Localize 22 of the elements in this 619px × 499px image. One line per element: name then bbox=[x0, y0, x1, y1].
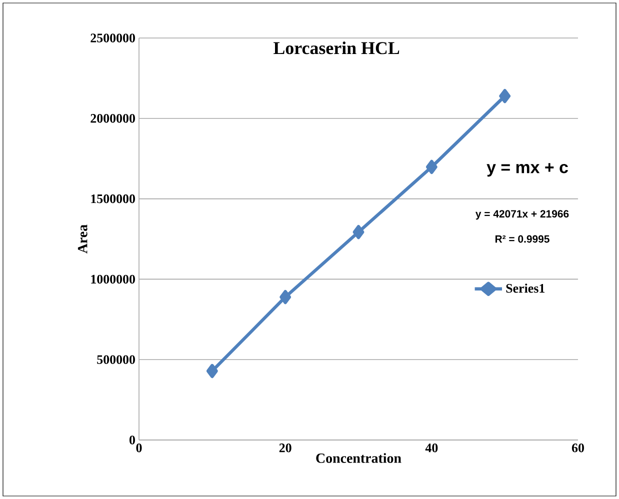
annotation: y = 42071x + 21966 bbox=[476, 210, 569, 220]
annotation: R² = 0.9995 bbox=[495, 235, 550, 243]
point bbox=[499, 88, 511, 104]
y-axis-title: Area bbox=[78, 224, 88, 254]
y-tick-label: 2500000 bbox=[90, 34, 135, 42]
x-tick-label: 0 bbox=[136, 444, 142, 452]
y-tick-label: 1500000 bbox=[91, 194, 135, 204]
point bbox=[206, 364, 218, 378]
y-tick-label: 1000000 bbox=[91, 274, 135, 284]
point bbox=[280, 290, 292, 304]
x-tick-label: 60 bbox=[572, 444, 584, 452]
y-tick-label: 500000 bbox=[97, 355, 135, 364]
point bbox=[426, 160, 438, 174]
x-tick-label: 20 bbox=[279, 444, 292, 452]
y-tick-label: 0 bbox=[130, 436, 135, 444]
annotation: y = mx + c bbox=[486, 163, 568, 177]
chart-title: Lorcaserin HCL bbox=[274, 42, 400, 54]
legend-label: Series1 bbox=[506, 284, 545, 293]
y-tick-label: 2000000 bbox=[90, 114, 135, 123]
x-axis-title: Concentration bbox=[316, 453, 402, 463]
x-tick-label: 40 bbox=[425, 444, 438, 452]
point bbox=[352, 224, 364, 240]
